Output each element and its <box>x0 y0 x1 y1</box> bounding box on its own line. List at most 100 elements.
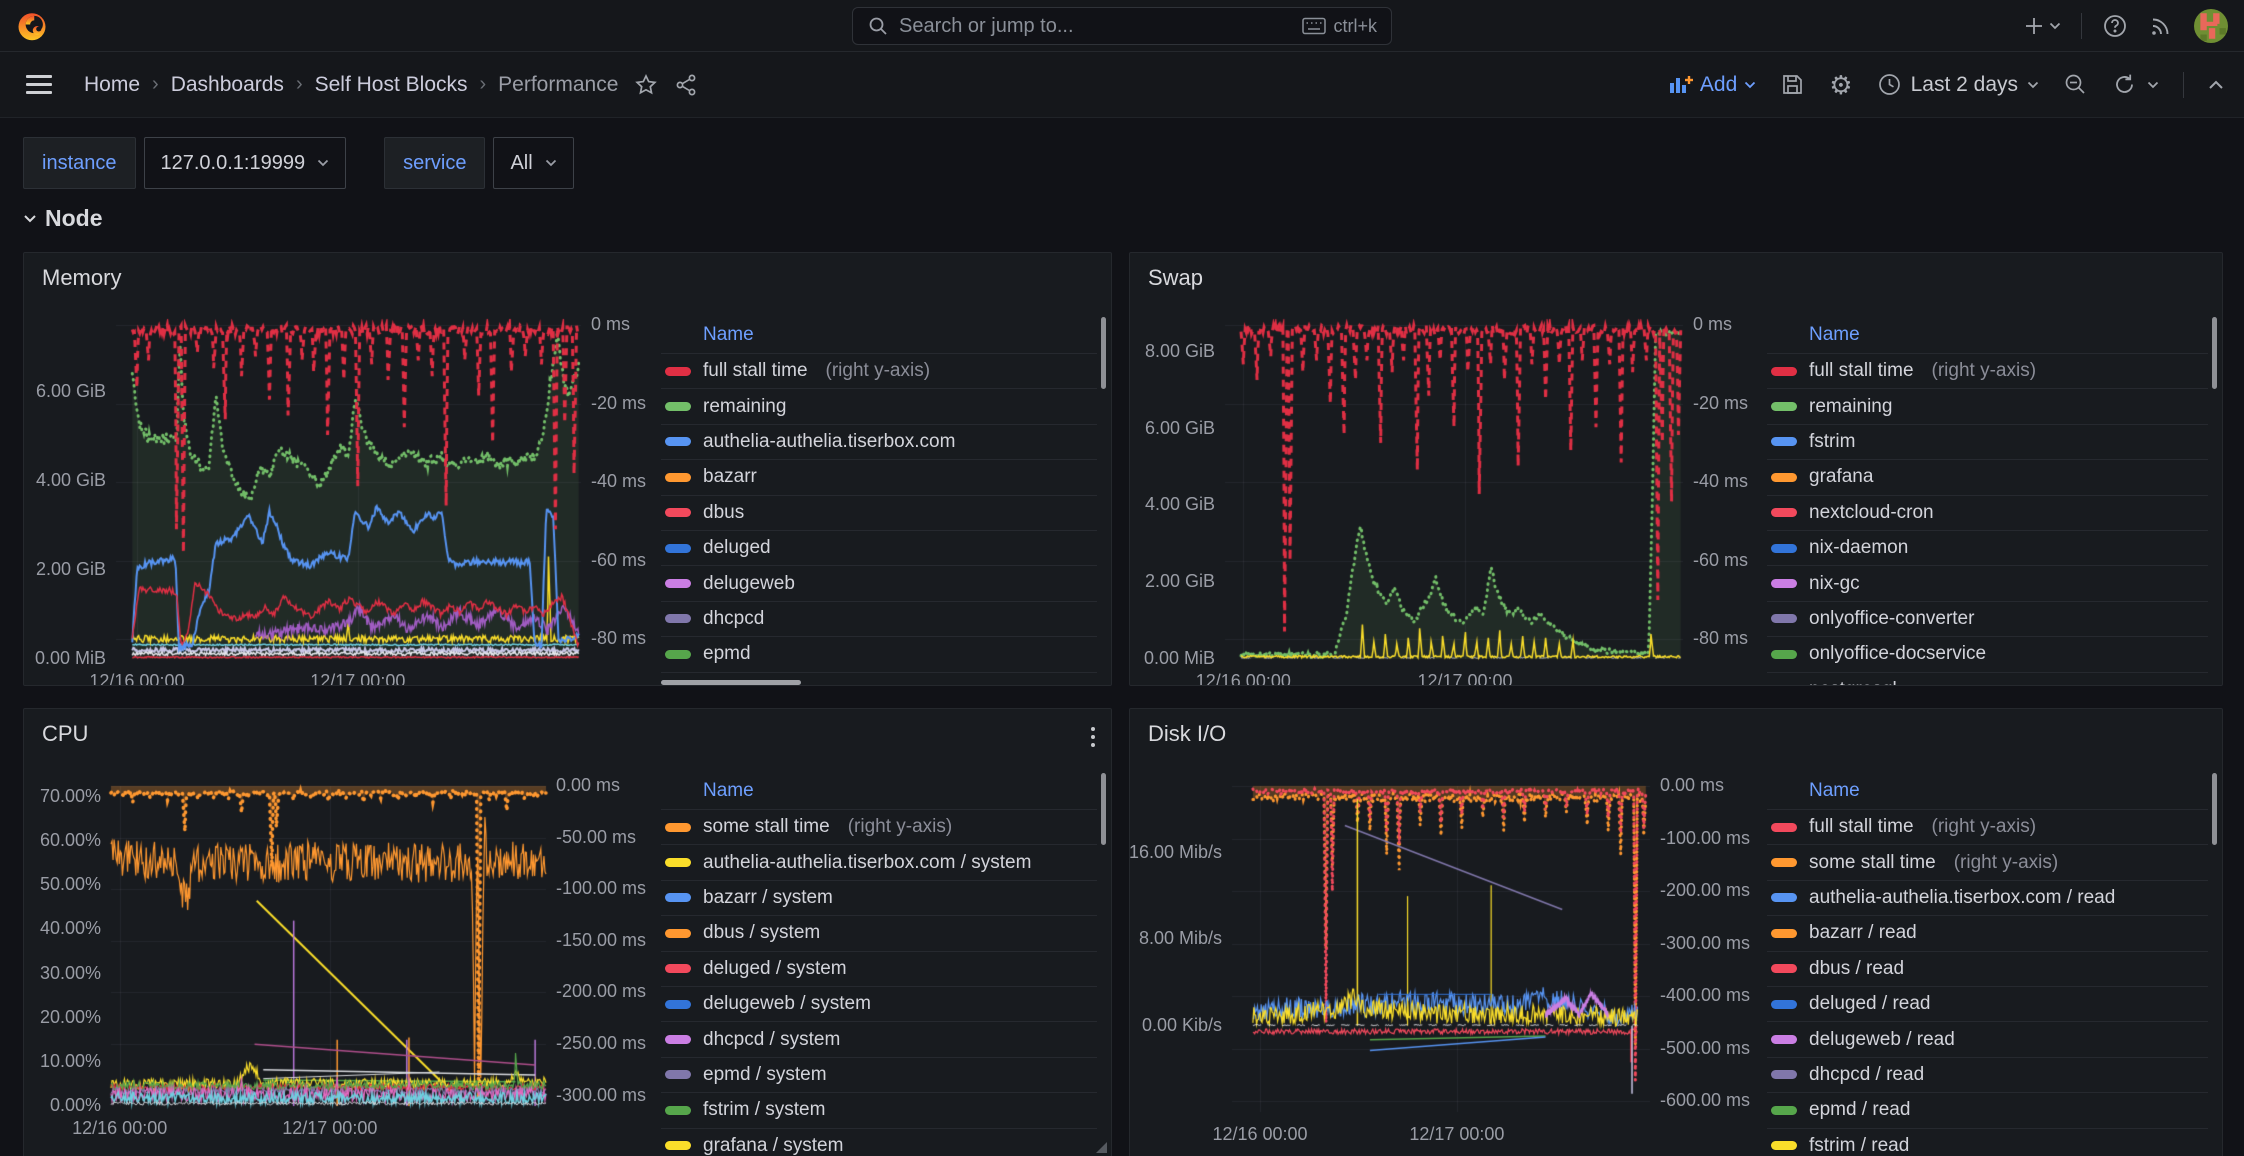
panel-title[interactable]: CPU <box>42 721 89 746</box>
series-color-pill <box>1771 685 1797 686</box>
series-color-pill <box>1771 366 1797 376</box>
divider <box>2081 13 2082 39</box>
series-color-pill <box>665 893 691 903</box>
legend-item[interactable]: dhcpcd / system <box>661 1021 1097 1056</box>
variable-value-service[interactable]: All <box>493 137 574 189</box>
panel-resize-handle[interactable] <box>1096 1142 1107 1153</box>
save-icon[interactable] <box>1780 72 1805 97</box>
legend-item[interactable]: bazarr <box>661 459 1097 494</box>
legend-item[interactable]: onlyoffice-docservice <box>1767 636 2208 671</box>
y-axis-tick-right: -300.00 ms <box>556 1084 647 1105</box>
legend-h-scrollbar[interactable] <box>661 680 801 685</box>
legend-item[interactable]: dbus / read <box>1767 950 2208 986</box>
legend-item[interactable]: deluged / read <box>1767 985 2208 1021</box>
menu-icon[interactable] <box>26 75 52 94</box>
legend-item[interactable]: some stall time (right y-axis) <box>661 809 1097 844</box>
legend-item[interactable]: delugeweb / system <box>661 985 1097 1021</box>
legend-item[interactable]: deluged / system <box>661 950 1097 986</box>
series-color-pill <box>665 437 691 447</box>
legend-item[interactable]: epmd / read <box>1767 1092 2208 1127</box>
legend-header[interactable]: Name <box>1809 324 1860 345</box>
legend-item[interactable]: deluged <box>661 529 1097 565</box>
grafana-logo-icon[interactable] <box>14 8 50 44</box>
legend-item[interactable]: delugeweb <box>661 565 1097 600</box>
variable-label-service[interactable]: service <box>384 137 486 189</box>
y-axis-tick-left: 30.00% <box>39 962 101 983</box>
series-label: onlyoffice-docservice <box>1809 643 1987 665</box>
star-icon[interactable] <box>634 73 658 97</box>
y-axis-tick-left: 4.00 GiB <box>1144 494 1215 515</box>
legend-header[interactable]: Name <box>1809 780 1860 801</box>
panel-title[interactable]: Swap <box>1148 265 1204 290</box>
y-axis-tick-left: 4.00 GiB <box>35 469 106 490</box>
legend-item[interactable]: dbus <box>661 494 1097 530</box>
new-button[interactable] <box>2023 15 2061 37</box>
share-icon[interactable] <box>674 73 698 97</box>
legend-scrollbar[interactable] <box>2212 773 2217 845</box>
legend-item[interactable]: some stall time (right y-axis) <box>1767 844 2208 879</box>
avatar[interactable] <box>2194 9 2228 43</box>
legend-item[interactable]: nextcloud-cron <box>1767 494 2208 530</box>
settings-gear-icon[interactable]: ⚙ <box>1829 69 1853 100</box>
legend-scrollbar[interactable] <box>1101 773 1106 845</box>
legend-item[interactable]: bazarr / read <box>1767 915 2208 950</box>
legend-item[interactable]: full stall time (right y-axis) <box>1767 809 2208 844</box>
breadcrumb-folder[interactable]: Self Host Blocks <box>314 72 468 96</box>
legend-item[interactable]: bazarr / system <box>661 879 1097 915</box>
legend-item[interactable]: authelia-authelia.tiserbox.com / read <box>1767 879 2208 915</box>
breadcrumb-dashboards[interactable]: Dashboards <box>170 72 284 96</box>
legend-item[interactable]: fstrim / read <box>1767 1127 2208 1156</box>
legend-item[interactable]: full stall time (right y-axis) <box>661 353 1097 388</box>
panel-title[interactable]: Memory <box>42 265 122 290</box>
series-label: bazarr / system <box>703 886 833 908</box>
legend-header[interactable]: Name <box>703 780 754 801</box>
series-color-pill <box>665 366 691 376</box>
legend-item[interactable]: dhcpcd <box>661 600 1097 636</box>
series-label: delugeweb <box>703 572 795 594</box>
legend-item[interactable]: epmd / system <box>661 1056 1097 1092</box>
news-icon[interactable] <box>2148 13 2174 39</box>
breadcrumb-home[interactable]: Home <box>84 72 141 96</box>
add-panel-button[interactable]: Add <box>1669 73 1756 97</box>
legend-item[interactable]: remaining <box>1767 388 2208 423</box>
legend-item[interactable]: fstrim / system <box>661 1092 1097 1127</box>
chevron-down-icon <box>1745 81 1756 88</box>
y-axis-tick-right: -80 ms <box>591 628 647 649</box>
legend-item[interactable]: full stall time (right y-axis) <box>1767 353 2208 388</box>
legend-item[interactable]: grafana / system <box>661 1127 1097 1156</box>
legend-item[interactable]: authelia-authelia.tiserbox.com / system <box>661 844 1097 879</box>
search-input[interactable]: Search or jump to... ctrl+k <box>852 7 1392 45</box>
refresh-button[interactable] <box>2112 72 2159 97</box>
variable-label-instance[interactable]: instance <box>23 137 136 189</box>
legend-item[interactable]: grafana <box>1767 459 2208 494</box>
y-axis-tick-right: -250.00 ms <box>556 1033 647 1054</box>
legend-header[interactable]: Name <box>703 324 754 345</box>
legend-item[interactable]: dhcpcd / read <box>1767 1056 2208 1092</box>
legend-item[interactable]: fstrim <box>1767 423 2208 459</box>
row-node[interactable]: Node <box>23 205 103 232</box>
variable-value-instance[interactable]: 127.0.0.1:19999 <box>143 137 347 189</box>
legend-item[interactable]: nix-daemon <box>1767 529 2208 565</box>
panel-title[interactable]: Disk I/O <box>1148 721 1227 746</box>
row-title: Node <box>45 205 103 231</box>
legend-item[interactable]: postgresql <box>1767 671 2208 686</box>
legend-item[interactable]: dbus / system <box>661 915 1097 950</box>
help-icon[interactable] <box>2102 13 2128 39</box>
time-range-picker[interactable]: Last 2 days <box>1877 72 2039 97</box>
legend-scrollbar[interactable] <box>1101 317 1106 389</box>
y-axis-tick-right: -150.00 ms <box>556 929 647 950</box>
y-axis-tick-right: 0 ms <box>591 314 631 334</box>
collapse-toolbar-icon[interactable] <box>2208 80 2224 90</box>
panel-menu-icon[interactable] <box>1087 723 1099 751</box>
legend-item[interactable]: onlyoffice-converter <box>1767 600 2208 636</box>
zoom-out-icon[interactable] <box>2063 72 2088 97</box>
dashboard-variables: instance 127.0.0.1:19999 service All <box>23 137 574 189</box>
legend-item[interactable]: remaining <box>661 388 1097 423</box>
legend-item[interactable]: delugeweb / read <box>1767 1021 2208 1056</box>
legend-item[interactable]: nix-gc <box>1767 565 2208 600</box>
legend-item[interactable]: authelia-authelia.tiserbox.com <box>661 423 1097 459</box>
legend-scrollbar[interactable] <box>2212 317 2217 389</box>
y-axis-tick-right: -60 ms <box>1693 549 1749 570</box>
y-axis-tick-left: 70.00% <box>39 786 101 807</box>
legend-item[interactable]: epmd <box>661 636 1097 671</box>
